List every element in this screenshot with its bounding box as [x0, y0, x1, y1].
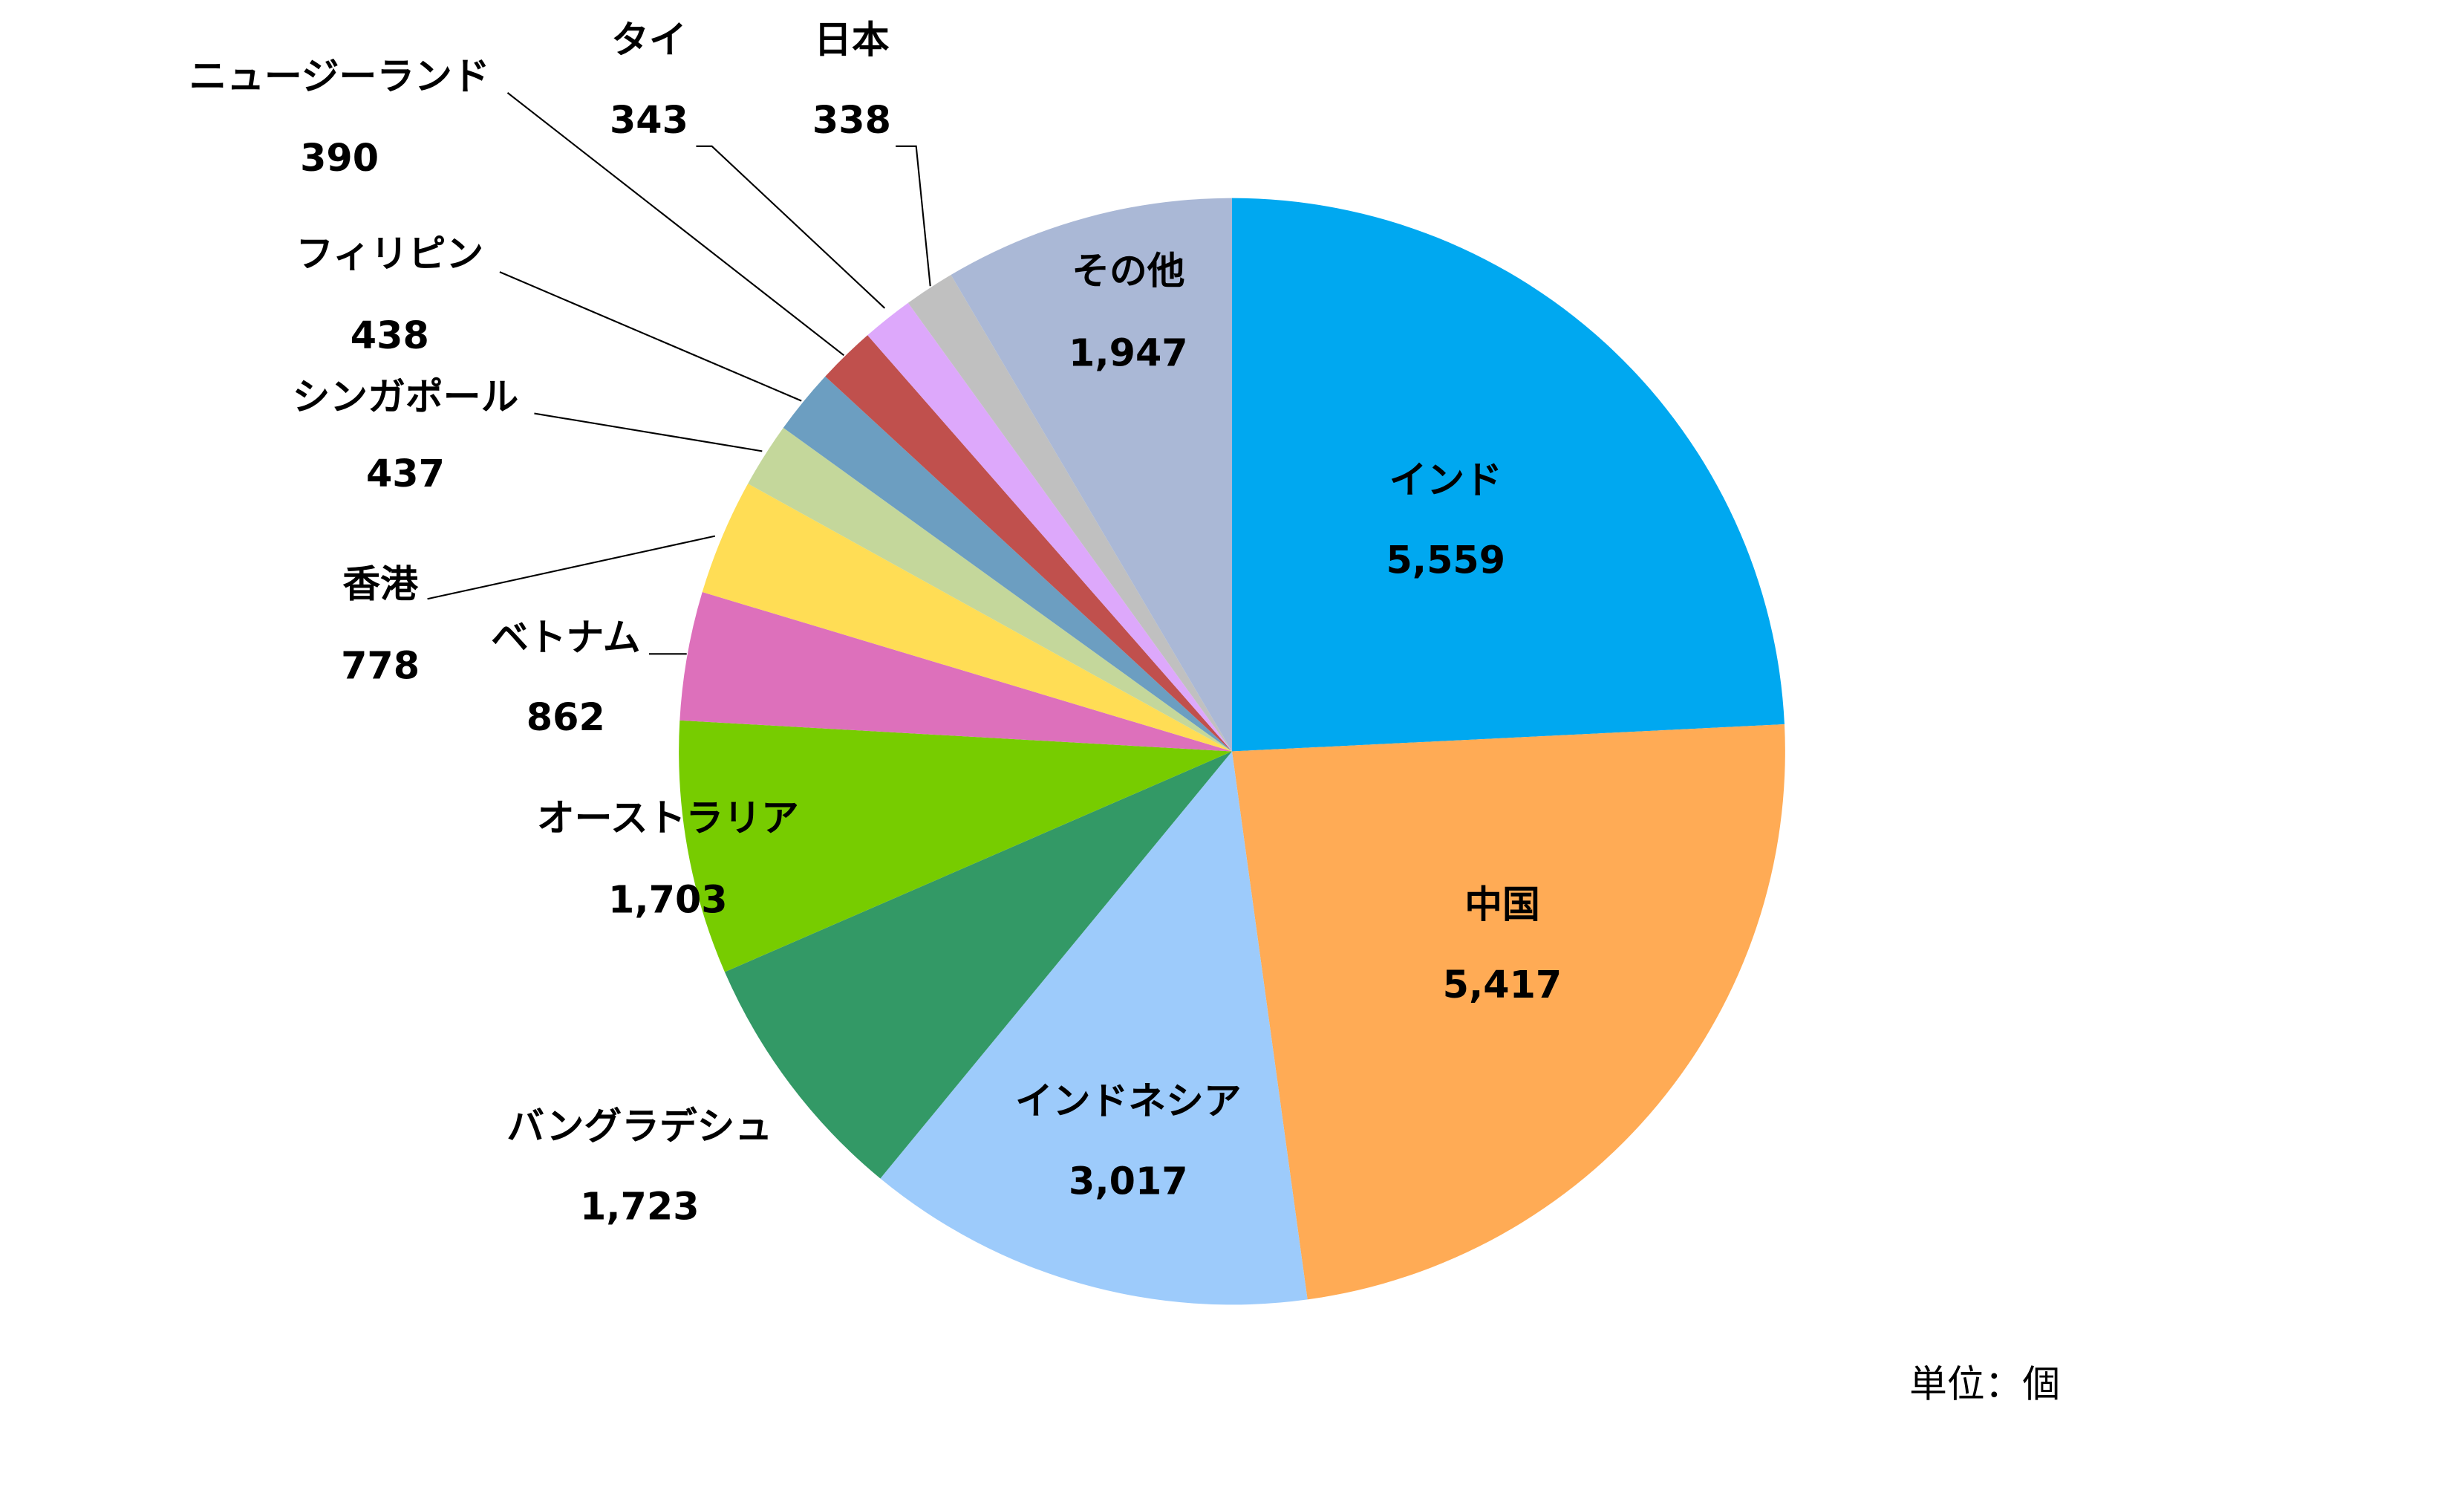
slice-value-label: 5,417 [1443, 963, 1562, 1007]
pie-slice [951, 198, 1232, 752]
leader-line [696, 145, 886, 309]
pie-slice [702, 484, 1232, 752]
slice-name-label: その他 [1072, 249, 1184, 293]
slice-value-label: 338 [812, 98, 891, 142]
leader-line [534, 412, 763, 452]
slice-value-label: 1,947 [1069, 331, 1188, 374]
slice-value-label: 437 [366, 452, 445, 495]
slice-name-label: インドネシア [1015, 1079, 1242, 1123]
leader-line [499, 271, 802, 402]
slice-value-label: 862 [527, 695, 605, 739]
leader-line [896, 145, 931, 287]
slice-name-label: ニュージーランド [189, 54, 490, 98]
pie-slice [867, 302, 1232, 752]
slice-name-label: タイ [611, 18, 687, 62]
pie-slice [748, 427, 1232, 752]
slice-name-label: 香港 [342, 562, 419, 605]
pie-slice [825, 335, 1232, 752]
pie-slice [783, 376, 1232, 752]
slice-value-label: 343 [610, 98, 688, 142]
pie-slice [1232, 198, 1785, 752]
slice-name-label: シンガポール [293, 375, 519, 419]
pie-slice [1232, 724, 1785, 1300]
leader-line [506, 92, 844, 357]
pie-slice [724, 751, 1232, 1179]
slice-name-label: 日本 [814, 18, 890, 62]
leader-line [427, 535, 716, 600]
slice-value-label: 438 [351, 313, 429, 357]
slice-value-label: 390 [300, 136, 379, 180]
slice-name-label: バングラデシュ [506, 1104, 772, 1148]
pie-slice [880, 751, 1308, 1305]
pie-slice [679, 720, 1232, 972]
slice-value-label: 1,723 [580, 1184, 700, 1228]
slice-value-label: 3,017 [1069, 1159, 1188, 1203]
slice-name-label: ベトナム [491, 615, 641, 659]
unit-label: 単位：個 [1909, 1362, 2060, 1405]
slice-value-label: 1,703 [608, 878, 728, 922]
slice-name-label: 中国 [1464, 882, 1540, 926]
slice-value-label: 778 [341, 643, 420, 687]
pie-slice [679, 592, 1232, 752]
pie-slice [907, 274, 1232, 752]
slice-name-label: インド [1389, 458, 1502, 502]
slice-name-label: オーストラリア [537, 796, 799, 840]
slice-value-label: 5,559 [1386, 539, 1505, 582]
slice-name-label: フィリピン [296, 232, 483, 276]
